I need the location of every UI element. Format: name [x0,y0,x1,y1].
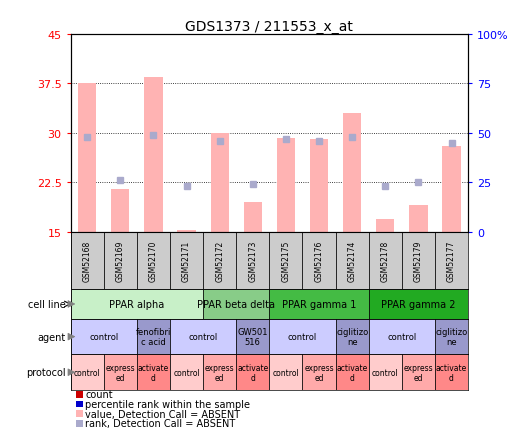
Text: GSM52177: GSM52177 [447,240,456,282]
Bar [71,319,137,355]
Text: express
ed: express ed [106,363,135,382]
Text: GW501
516: GW501 516 [237,327,268,346]
Text: control: control [272,368,299,377]
Text: activate
d: activate d [237,363,268,382]
Bar [336,355,369,390]
Text: control: control [89,332,118,341]
Bar [402,232,435,289]
Bar [402,355,435,390]
Bar [236,232,269,289]
Text: ciglitizo
ne: ciglitizo ne [436,327,468,346]
Text: control: control [387,332,416,341]
Text: express
ed: express ed [304,363,334,382]
Text: protocol: protocol [26,368,65,378]
Text: GSM52171: GSM52171 [182,240,191,281]
Bar [369,355,402,390]
Text: express
ed: express ed [205,363,234,382]
Text: GSM52179: GSM52179 [414,240,423,282]
Text: ciglitizo
ne: ciglitizo ne [336,327,368,346]
Text: activate
d: activate d [138,363,169,382]
Bar [170,319,236,355]
Bar [144,78,163,232]
Text: GSM52175: GSM52175 [281,240,290,282]
Bar [244,203,262,232]
Bar [277,139,295,232]
Bar [71,232,104,289]
Bar [137,319,170,355]
Bar [269,232,302,289]
Text: control: control [188,332,218,341]
Text: PPAR beta delta: PPAR beta delta [197,299,275,309]
Text: GSM52168: GSM52168 [83,240,92,281]
Text: PPAR gamma 1: PPAR gamma 1 [282,299,356,309]
Bar [343,114,361,232]
Text: express
ed: express ed [404,363,433,382]
Bar [236,319,269,355]
Text: GSM52169: GSM52169 [116,240,125,282]
Text: GSM52170: GSM52170 [149,240,158,282]
Bar [203,289,269,319]
Bar [137,232,170,289]
Bar [269,319,336,355]
Text: control: control [173,368,200,377]
Text: control: control [74,368,100,377]
Text: cell line: cell line [28,299,65,309]
Text: GSM52172: GSM52172 [215,240,224,281]
Text: GSM52178: GSM52178 [381,240,390,281]
Title: GDS1373 / 211553_x_at: GDS1373 / 211553_x_at [186,20,353,34]
Bar [137,355,170,390]
Bar [269,289,369,319]
Bar [369,319,435,355]
Bar [302,355,336,390]
Text: percentile rank within the sample: percentile rank within the sample [85,399,250,409]
Text: control: control [288,332,317,341]
Bar [269,355,302,390]
Bar [203,232,236,289]
Bar [211,133,229,232]
Bar [111,189,129,232]
Bar [104,232,137,289]
Bar [310,140,328,232]
Bar [336,319,369,355]
Bar [435,355,468,390]
Bar [442,147,461,232]
Bar [236,355,269,390]
Text: activate
d: activate d [436,363,467,382]
Bar [369,232,402,289]
Bar [104,355,137,390]
Bar [376,219,394,232]
Text: GSM52176: GSM52176 [314,240,324,282]
Text: PPAR gamma 2: PPAR gamma 2 [381,299,456,309]
Bar [203,355,236,390]
Text: rank, Detection Call = ABSENT: rank, Detection Call = ABSENT [85,418,235,428]
Bar [336,232,369,289]
Text: count: count [85,390,113,399]
Bar [410,206,427,232]
Bar [369,289,468,319]
Bar [170,355,203,390]
Text: GSM52173: GSM52173 [248,240,257,282]
Text: control: control [372,368,399,377]
Text: agent: agent [37,332,65,342]
Bar [302,232,336,289]
Text: PPAR alpha: PPAR alpha [109,299,164,309]
Text: value, Detection Call = ABSENT: value, Detection Call = ABSENT [85,409,241,418]
Bar [435,232,468,289]
Text: activate
d: activate d [336,363,368,382]
Bar [71,355,104,390]
Bar [71,289,203,319]
Bar [435,319,468,355]
Bar [177,231,196,232]
Bar [170,232,203,289]
Text: GSM52174: GSM52174 [348,240,357,282]
Bar [78,84,96,232]
Text: fenofibri
c acid: fenofibri c acid [136,327,171,346]
